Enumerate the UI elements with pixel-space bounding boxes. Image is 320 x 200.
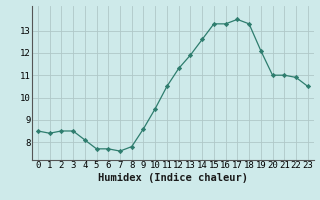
X-axis label: Humidex (Indice chaleur): Humidex (Indice chaleur)	[98, 173, 248, 183]
